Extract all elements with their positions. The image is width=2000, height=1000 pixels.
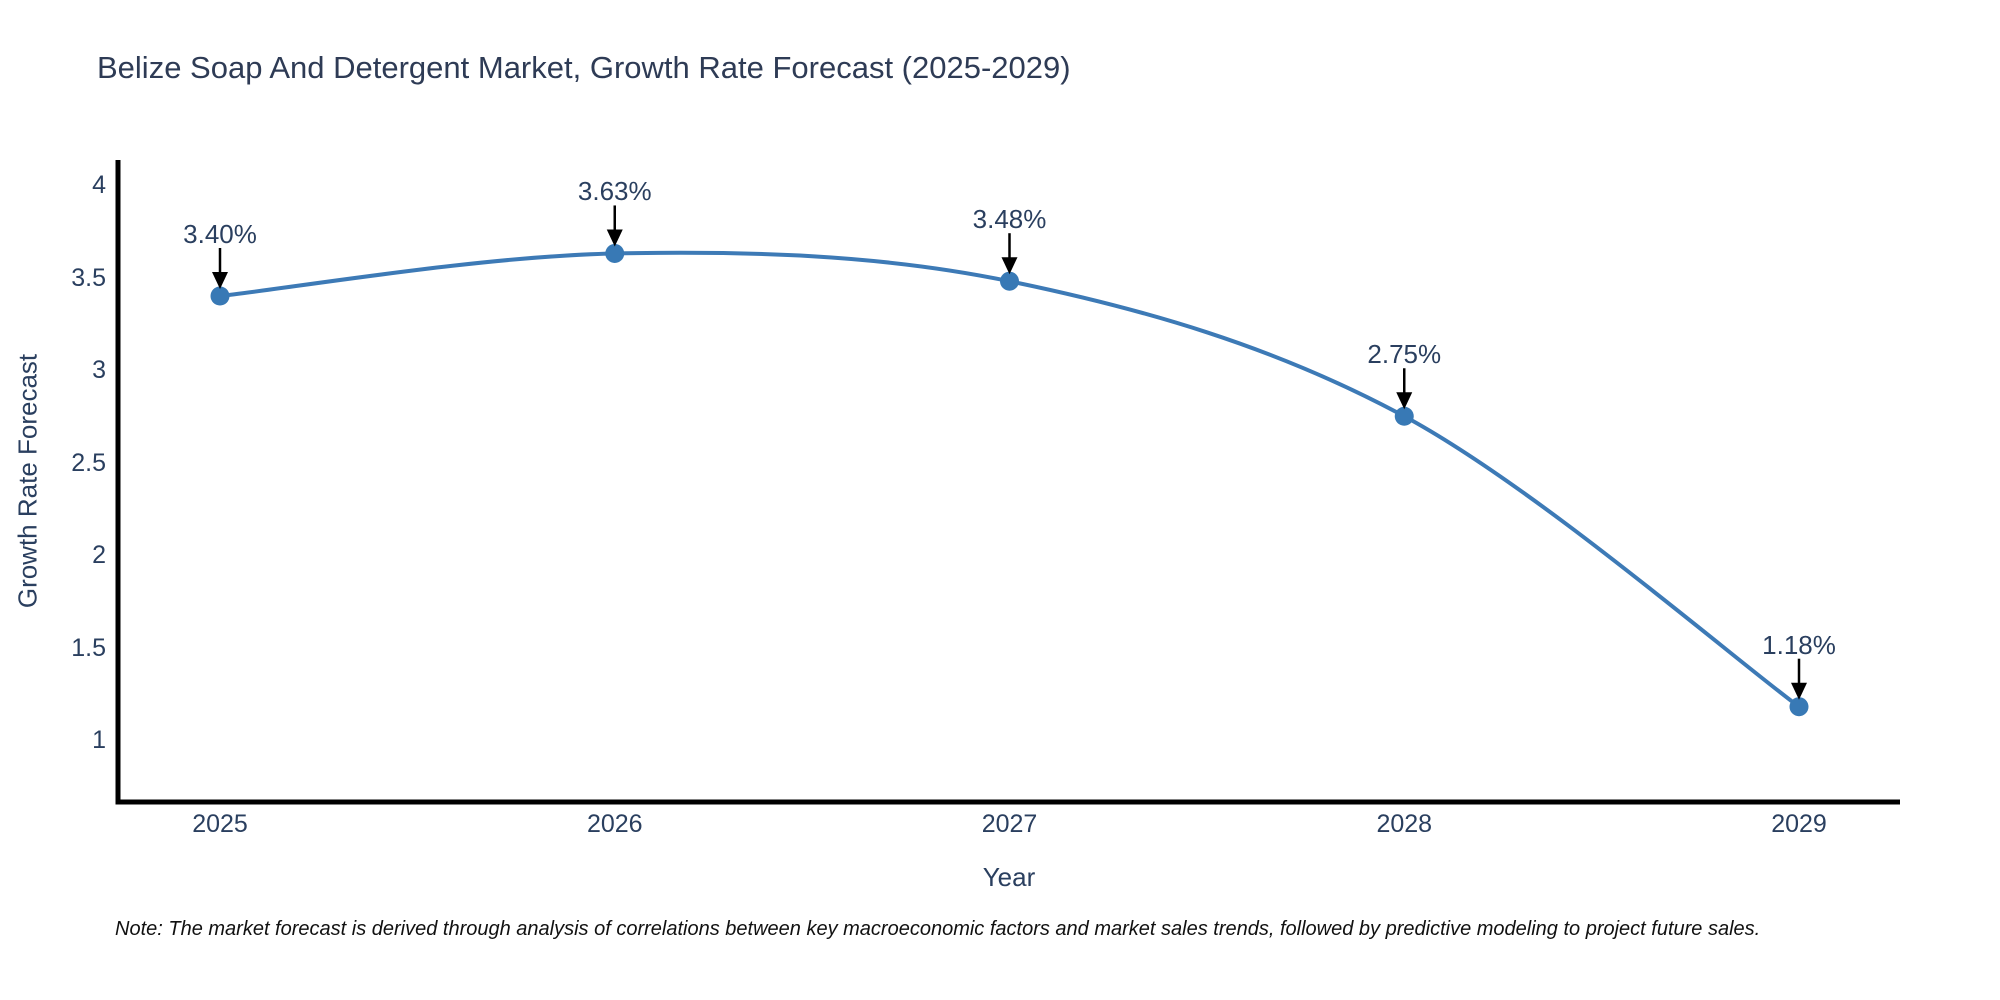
- annotation-arrowhead-icon: [212, 272, 228, 289]
- data-point-2026: [605, 243, 625, 263]
- y-tick-label-1: 1: [92, 726, 106, 754]
- data-point-2029: [1789, 697, 1809, 717]
- chart-title: Belize Soap And Detergent Market, Growth…: [97, 50, 1071, 85]
- y-tick-label-4: 4: [92, 171, 106, 199]
- point-value-label-2027: 3.48%: [972, 204, 1047, 235]
- y-tick-label-2: 2: [92, 541, 106, 569]
- point-value-label-2028: 2.75%: [1367, 339, 1442, 370]
- y-tick-label-3.5: 3.5: [71, 263, 106, 292]
- x-tick-label-2027: 2027: [981, 810, 1038, 838]
- y-tick-label-1.5: 1.5: [71, 633, 106, 662]
- point-value-label-2025: 3.40%: [183, 219, 257, 249]
- x-axis-title: Year: [982, 862, 1036, 892]
- data-point-2027: [1000, 271, 1019, 291]
- forecast-line: [219, 250, 1801, 709]
- data-point-2028: [1394, 406, 1414, 426]
- y-tick-label-2.5: 2.5: [71, 448, 106, 477]
- axis-lines: [115, 160, 1900, 805]
- x-tick-label-2025: 2025: [192, 810, 248, 838]
- data-point-2025: [210, 286, 230, 306]
- point-value-label-2029: 1.18%: [1762, 629, 1836, 660]
- x-tick-label-2029: 2029: [1771, 810, 1827, 838]
- x-tick-label-2028: 2028: [1376, 810, 1433, 838]
- annotation-arrowhead-icon: [606, 229, 623, 247]
- annotation-arrowhead-icon: [1001, 257, 1018, 275]
- y-axis-title: Growth Rate Forecast: [12, 353, 43, 609]
- annotation-arrowhead-icon: [1396, 392, 1413, 410]
- x-tick-label-2026: 2026: [586, 810, 643, 838]
- y-tick-label-3: 3: [92, 356, 106, 384]
- footnote: Note: The market forecast is derived thr…: [115, 918, 1761, 940]
- point-value-label-2026: 3.63%: [577, 176, 652, 207]
- annotation-arrowhead-icon: [1791, 682, 1807, 700]
